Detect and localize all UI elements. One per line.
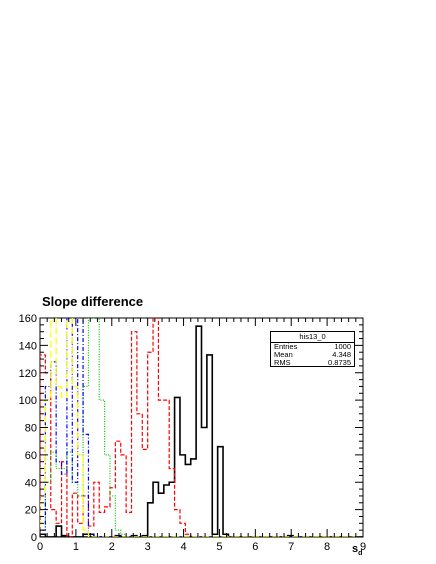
x-tick-label: 0 <box>37 541 43 553</box>
y-tick-label: 40 <box>25 477 37 489</box>
histogram-series-2 <box>40 318 363 537</box>
x-axis-label-main: s <box>352 543 358 555</box>
y-tick-label: 60 <box>25 450 37 462</box>
x-tick-label: 4 <box>180 541 186 553</box>
stats-label: Mean <box>274 350 293 359</box>
x-tick-label: 8 <box>324 541 330 553</box>
stats-value: 4.348 <box>332 350 351 359</box>
y-tick-label: 100 <box>19 395 37 407</box>
y-tick-label: 140 <box>19 340 37 352</box>
stats-box-title: his13_0 <box>271 332 354 343</box>
x-tick-label: 5 <box>216 541 222 553</box>
stats-value: 0.8735 <box>328 358 351 367</box>
stats-label: Entries <box>274 342 298 351</box>
chart-title: Slope difference <box>42 294 143 309</box>
y-tick-label: 0 <box>31 532 37 544</box>
y-tick-label: 20 <box>25 505 37 517</box>
y-tick-label: 160 <box>19 313 37 325</box>
x-axis-label: sd <box>352 543 362 557</box>
x-tick-label: 6 <box>252 541 258 553</box>
x-tick-label: 2 <box>109 541 115 553</box>
stats-value: 1000 <box>334 342 351 351</box>
x-axis-label-sub: d <box>358 550 362 557</box>
x-tick-label: 1 <box>73 541 79 553</box>
stats-box: his13_0 Entries 1000 Mean 4.348 RMS 0.87… <box>270 331 355 367</box>
x-tick-label: 3 <box>145 541 151 553</box>
y-tick-label: 80 <box>25 423 37 435</box>
stats-row-mean: Mean 4.348 <box>271 350 354 359</box>
x-tick-label: 9 <box>360 541 366 553</box>
x-tick-label: 7 <box>288 541 294 553</box>
stats-row-entries: Entries 1000 <box>271 342 354 351</box>
stats-row-rms: RMS 0.8735 <box>271 358 354 367</box>
stats-label: RMS <box>274 358 291 367</box>
y-tick-label: 120 <box>19 368 37 380</box>
